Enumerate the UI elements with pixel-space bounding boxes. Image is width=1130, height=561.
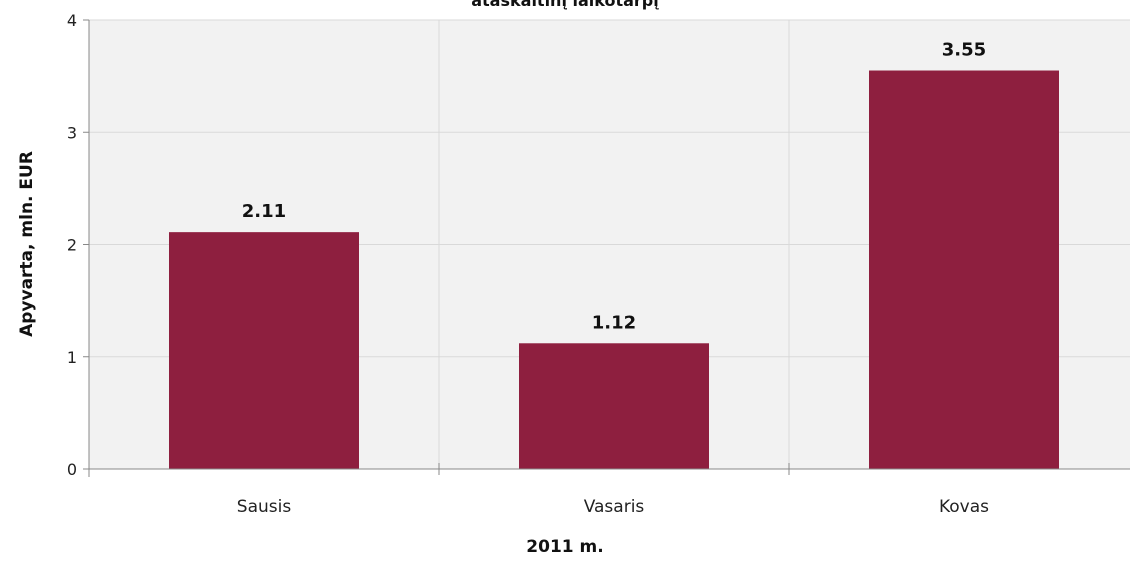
x-category-label: Sausis (237, 497, 292, 517)
y-tick-label: 4 (67, 11, 77, 30)
bars (169, 70, 1059, 469)
x-category-label: Kovas (939, 497, 989, 517)
bar-vasaris (519, 343, 709, 469)
x-category-label: Vasaris (584, 497, 645, 517)
y-tick-label: 1 (67, 348, 77, 367)
y-tick-label: 0 (67, 460, 77, 479)
value-label: 2.11 (242, 201, 286, 222)
bar-kovas (869, 70, 1059, 469)
y-axis-title: Apyvarta, mln. EUR (17, 151, 37, 337)
axes (83, 19, 1130, 477)
y-tick-label: 2 (67, 236, 77, 255)
labels: 0 1 2 3 4 2.11 Sausis 1.12 Vasaris 3.55 Kovas (67, 11, 989, 517)
value-label: 1.12 (592, 312, 636, 333)
x-axis-title: 2011 m. (526, 537, 603, 557)
bar-sausis (169, 232, 359, 469)
value-label: 3.55 (942, 40, 986, 61)
y-tick-label: 3 (67, 123, 77, 142)
chart-title: ataskaitinį laikotarpį (471, 0, 659, 10)
